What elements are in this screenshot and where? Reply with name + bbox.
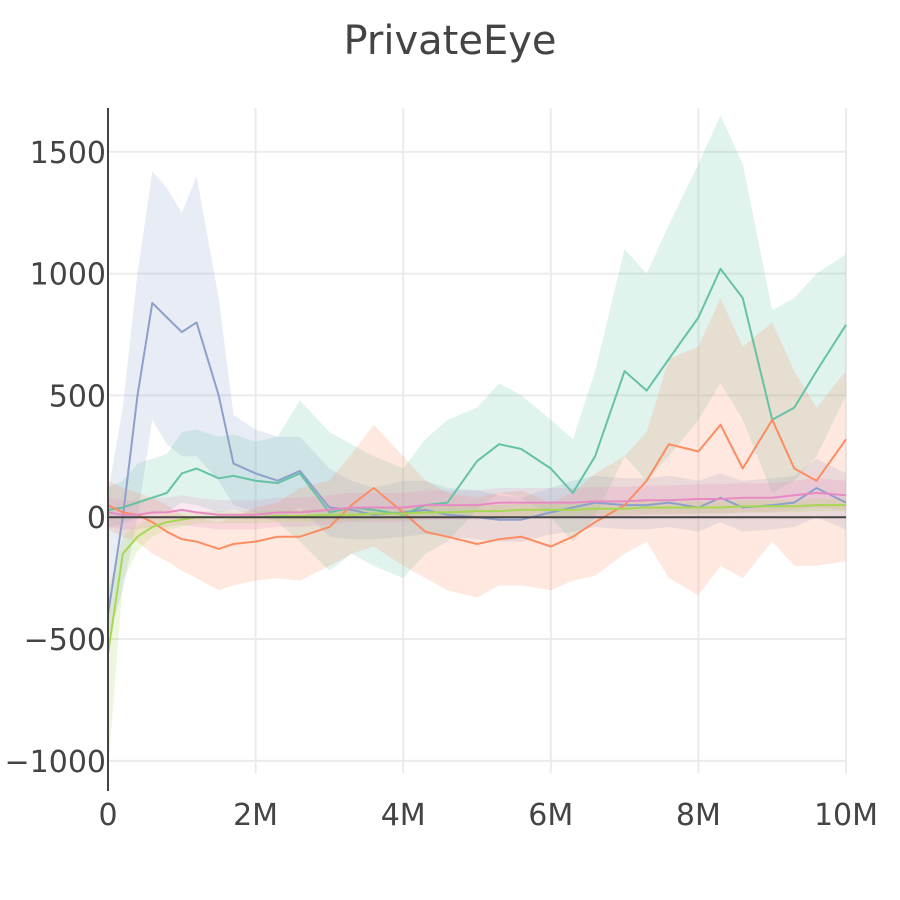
series-blue-band xyxy=(108,171,846,640)
confidence-bands xyxy=(108,115,846,773)
x-tick-label: 4M xyxy=(381,798,426,833)
axes xyxy=(107,108,846,791)
y-tick-label: 0 xyxy=(87,501,106,536)
series-pink-line xyxy=(107,491,847,516)
x-tick-label: 8M xyxy=(676,798,721,833)
series-orange-line xyxy=(107,418,847,550)
y-tick-label: 1000 xyxy=(30,258,106,293)
x-tick-label: 10M xyxy=(814,798,878,833)
x-tick-label: 2M xyxy=(233,798,278,833)
series-lime-line xyxy=(107,504,846,654)
chart-title: PrivateEye xyxy=(343,18,556,64)
series-orange-band xyxy=(108,298,846,598)
x-tick-label: 0 xyxy=(98,798,117,833)
y-tick-label: −500 xyxy=(24,623,106,658)
tick-labels: 0 2M 4M 6M 8M 10M 1500 1000 500 0 −500 −1000 xyxy=(5,136,879,833)
series-green-band xyxy=(108,115,846,579)
series-lime-band xyxy=(108,499,846,773)
series-green-line xyxy=(107,267,847,516)
x-tick-label: 6M xyxy=(528,798,573,833)
y-tick-label: −1000 xyxy=(5,745,106,780)
y-tick-label: 1500 xyxy=(30,136,106,171)
series-lines xyxy=(107,267,847,654)
y-tick-label: 500 xyxy=(49,379,106,414)
